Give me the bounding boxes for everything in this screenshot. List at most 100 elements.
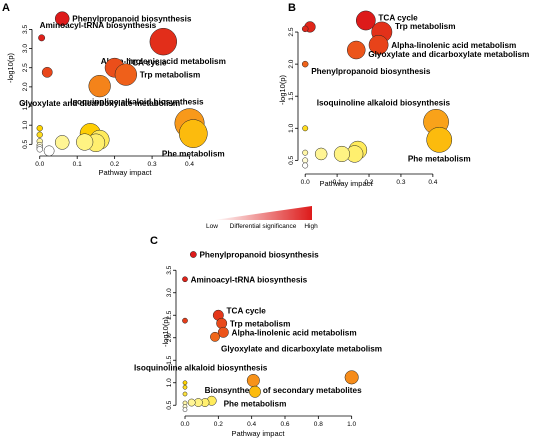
panel-c-x-tick-label: 0.8 — [314, 421, 323, 428]
panel-a-y-tick-label: 3.5 — [22, 25, 29, 34]
panel-b-point — [302, 149, 309, 156]
panel-b-x-tick-label: 0.4 — [428, 179, 437, 186]
panel-a-x-tick-label: 0.0 — [35, 161, 44, 168]
panel-a-point-label: Phenylpropanoid biosynthesis — [72, 15, 192, 24]
panel-b-x-tick-label: 0.0 — [301, 179, 310, 186]
panel-c-point — [182, 276, 188, 283]
panel-c-point — [187, 398, 196, 407]
panel-label-c: C — [150, 235, 158, 247]
panel-a-point — [149, 27, 178, 56]
panel-c-point — [182, 384, 188, 390]
panel-c-point-label: Glyoxylate and dicarboxylate metabolism — [221, 345, 382, 354]
panel-b-point-label: Phe metabolism — [408, 154, 471, 163]
panel-c-y-tick-label: 3.5 — [166, 265, 173, 274]
panel-c-y-tick-label: 0.5 — [166, 400, 173, 409]
panel-a-point — [178, 119, 208, 148]
panel-a-y-tick-label: 1.0 — [22, 120, 29, 129]
panel-b-y-tick-label: 1.5 — [288, 91, 295, 100]
panel-b-point — [302, 162, 309, 169]
panel-a-point — [54, 135, 70, 150]
legend-low-label: Low — [206, 223, 218, 230]
panel-b-point — [333, 145, 350, 163]
panel-b-point — [302, 125, 309, 132]
panel-a-point — [38, 34, 46, 42]
panel-c-y-tick-label: 2.0 — [166, 333, 173, 342]
panel-label-b: B — [288, 2, 296, 14]
panel-a-y-tick-label: 2.5 — [22, 63, 29, 72]
panel-a-point — [36, 146, 43, 153]
panel-b-plot: 0.0 0.1 0.2 0.3 0.4 0.5 1.0 1.5 2.0 2.5 TCA cycleT… — [288, 10, 529, 186]
panel-b-x-tick-label: 0.1 — [333, 179, 342, 186]
panel-b-point — [426, 126, 453, 153]
panel-c-point-label: Aminoacyl-tRNA biosynthesis — [191, 275, 308, 284]
legend-title: Differential significance — [230, 223, 297, 230]
panel-b-x-tick-label: 0.3 — [396, 179, 405, 186]
panel-c-point — [217, 326, 229, 338]
panel-b-y-tick-label: 1.0 — [288, 123, 295, 132]
panel-a-point — [76, 133, 94, 151]
panel-c-point — [182, 407, 188, 413]
panel-b-x-tick-label: 0.2 — [364, 179, 373, 186]
panel-b-point — [355, 10, 376, 31]
panel-a-point — [114, 63, 138, 86]
panel-a-point-label: Isoquinoline alkaloid biosynthesis — [70, 98, 204, 107]
panel-a-plot: 0.0 0.1 0.2 0.3 0.4 0.5 1.0 1.5 2.0 2.5 3.0 3.5 Phen… — [19, 11, 226, 168]
panel-c-point — [182, 380, 188, 386]
panel-b-ylabel: -log10(p) — [278, 74, 287, 105]
panel-c-point-label: Alpha-linolenic acid metabolism — [232, 328, 357, 337]
panel-a-point — [43, 145, 55, 157]
panel-c-point-label: Phenylpropanoid biosynthesis — [199, 251, 319, 260]
panel-a-point — [88, 74, 111, 98]
legend-high-label: High — [304, 223, 318, 230]
panel-c-y-tick-label: 1.0 — [166, 378, 173, 387]
panel-c-point-label: Phe metabolism — [224, 399, 287, 408]
panel-c-point-label: Bionsynthesis of secondary metabolites — [205, 386, 362, 395]
panel-a-point — [36, 125, 43, 132]
panel-a-point — [36, 131, 43, 138]
panel-b-point-label: Trp metabolism — [395, 22, 456, 31]
panel-a-y-tick-label: 0.5 — [22, 139, 29, 148]
panel-a-ylabel: -log10(p) — [6, 52, 15, 83]
panel-a-point-label: Glyoxylate and dicarboxylate metabolism — [19, 99, 180, 108]
panel-b-point — [301, 25, 309, 33]
legend-gradient-wedge — [214, 206, 312, 220]
panel-c-ylabel: -log10(p) — [161, 316, 170, 347]
panel-c-x-tick-label: 0.2 — [214, 421, 223, 428]
panel-c: C 0.0 0.2 0.4 0.6 0.8 1.0 0.5 1.0 1.5 2.0 2.5 3.0 3.… — [134, 235, 382, 438]
panel-c-xlabel: Pathway impact — [232, 429, 286, 438]
panel-a-x-tick-label: 0.4 — [185, 161, 194, 168]
panel-a-point — [54, 11, 70, 26]
panel-c-x-tick-label: 0.0 — [180, 421, 189, 428]
panel-c-y-tick-label: 2.5 — [166, 310, 173, 319]
panel-a-x-tick-label: 0.2 — [110, 161, 119, 168]
panel-a-y-tick-label: 3.0 — [22, 44, 29, 53]
panel-c-x-tick-label: 0.4 — [247, 421, 256, 428]
panel-label-a: A — [2, 2, 10, 14]
panel-c-point — [249, 385, 261, 398]
panel-c-y-tick-label: 1.5 — [166, 355, 173, 364]
panel-b-point-label: Phenylpropanoid biosynthesis — [311, 67, 431, 76]
panel-b: B 0.0 0.1 0.2 0.3 0.4 0.5 1.0 1.5 2.0 2.5 TCA cycl… — [278, 2, 529, 188]
panel-a: A 0.0 0.1 0.2 0.3 0.4 0.5 1.0 1.5 2.0 2.5 3.0 3.5 Ph… — [2, 2, 226, 177]
color-legend: Low Differential significance High — [206, 206, 318, 230]
panel-c-point — [344, 370, 359, 385]
panel-b-point — [301, 60, 309, 68]
panel-b-point-label: Isoquinoline alkaloid biosynthesis — [317, 98, 451, 107]
panel-a-point-label: Phe metabolism — [162, 150, 225, 159]
panel-a-xlabel: Pathway impact — [99, 168, 153, 177]
panel-b-point-label: TCA cycle — [378, 13, 418, 22]
panel-c-point — [182, 317, 188, 324]
panel-b-y-tick-label: 2.0 — [288, 59, 295, 68]
panel-a-point-label: Trp metabolism — [140, 71, 201, 80]
panel-a-y-tick-label: 1.5 — [22, 101, 29, 110]
panel-a-point-label: Alpha-linolenic acid metabolism — [101, 57, 226, 66]
panel-b-point — [368, 35, 389, 55]
panel-a-point-label: TCA cycle — [127, 59, 167, 68]
panel-a-point — [41, 66, 53, 78]
panel-b-point — [314, 147, 328, 161]
panel-c-point-label: TCA cycle — [227, 306, 267, 315]
panel-b-point-label: Glyoxylate and dicarboxylate metabolism — [368, 50, 529, 59]
panel-a-x-tick-label: 0.1 — [73, 161, 82, 168]
panel-b-y-tick-label: 0.5 — [288, 155, 295, 164]
